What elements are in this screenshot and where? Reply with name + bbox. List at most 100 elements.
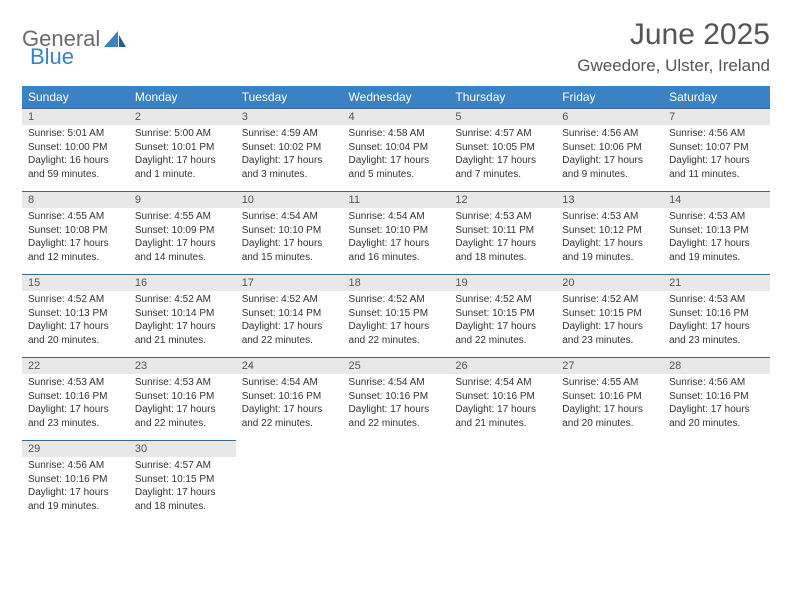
- daylight-line: Daylight: 17 hours and 23 minutes.: [28, 404, 109, 429]
- logo-line2: Blue: [30, 44, 74, 70]
- day-content-cell: Sunrise: 4:56 AM Sunset: 10:07 PM Daylight…: [663, 125, 770, 192]
- daylight-line: Daylight: 17 hours and 21 minutes.: [455, 404, 536, 429]
- sunset-line: Sunset: 10:07 PM: [669, 142, 749, 153]
- daylight-line: Daylight: 17 hours and 22 minutes.: [455, 321, 536, 346]
- day-number-row: 22232425262728: [22, 358, 770, 375]
- sunset-line: Sunset: 10:05 PM: [455, 142, 535, 153]
- sunrise-line: Sunrise: 4:53 AM: [28, 377, 104, 388]
- day-content-cell: Sunrise: 4:53 AMSunset: 10:11 PMDaylight…: [449, 208, 556, 275]
- sunrise-line: Sunrise: 4:59 AM: [242, 128, 318, 139]
- day-content-cell: Sunrise: 4:54 AM Sunset: 10:10 PM Daylight…: [236, 208, 343, 275]
- sunrise-line: Sunrise: 4:53 AM: [562, 211, 638, 222]
- sunrise-line: Sunrise: 4:57 AM: [455, 128, 531, 139]
- day-number-cell: 24: [236, 358, 343, 375]
- day-content-cell: Sunrise: 4:53 AMSunset: 10:16 PMDaylight…: [22, 374, 129, 441]
- sunrise-line: Sunrise: 4:54 AM: [242, 211, 318, 222]
- day-content-cell: Sunrise: 4:53 AMSunset: 10:16 PMDaylight…: [663, 291, 770, 358]
- day-content-cell: Sunrise: 4:52 AMSunset: 10:15 PMDaylight…: [343, 291, 450, 358]
- daylight-line: Daylight: 17 hours and 3 minutes.: [242, 155, 323, 180]
- day-number-cell: 6: [556, 109, 663, 126]
- day-content-cell: Sunrise: 4:56 AM Sunset: 10:16 PM Daylight…: [663, 374, 770, 441]
- sunrise-line: Sunrise: 4:54 AM: [349, 211, 425, 222]
- weekday-header: Saturday: [663, 86, 770, 109]
- day-content-row: Sunrise: 4:55 AMSunset: 10:08 PMDaylight…: [22, 208, 770, 275]
- daylight-line: Daylight: 17 hours and 22 minutes.: [242, 404, 323, 429]
- day-content-cell: [236, 457, 343, 523]
- daylight-line: Daylight: 17 hours and 20 minutes.: [28, 321, 109, 346]
- sunrise-line: Sunrise: 4:54 AM: [242, 377, 318, 388]
- sunset-line: Sunset: 10:15 PM: [455, 308, 535, 319]
- day-content-cell: Sunrise: 5:00 AM Sunset: 10:01 PM Daylight…: [129, 125, 236, 192]
- weekday-header: Tuesday: [236, 86, 343, 109]
- day-number-cell: 23: [129, 358, 236, 375]
- day-number-cell: 15: [22, 275, 129, 292]
- weekday-header: Friday: [556, 86, 663, 109]
- sunset-line: Sunset: 10:11 PM: [455, 225, 534, 236]
- sunrise-line: Sunrise: 4:55 AM: [135, 211, 211, 222]
- calendar-table: SundayMondayTuesdayWednesdayThursdayFrid…: [22, 86, 770, 523]
- day-content-cell: Sunrise: 5:01 AMSunset: 10:00 PMDaylight…: [22, 125, 129, 192]
- day-number-cell: 30: [129, 441, 236, 458]
- daylight-line: Daylight: 17 hours and 12 minutes.: [28, 238, 109, 263]
- sunrise-line: Sunrise: 4:52 AM: [135, 294, 211, 305]
- day-content-cell: Sunrise: 4:56 AMSunset: 10:16 PMDaylight…: [22, 457, 129, 523]
- sunset-line: Sunset: 10:00 PM: [28, 142, 108, 153]
- daylight-line: Daylight: 17 hours and 20 minutes.: [562, 404, 643, 429]
- weekday-header: Monday: [129, 86, 236, 109]
- daylight-line: Daylight: 16 hours and 59 minutes.: [28, 155, 109, 180]
- sunrise-line: Sunrise: 4:56 AM: [562, 128, 638, 139]
- day-number-cell: 12: [449, 192, 556, 209]
- day-number-cell: 27: [556, 358, 663, 375]
- daylight-line: Daylight: 17 hours and 1 minute.: [135, 155, 216, 180]
- day-number-cell: 13: [556, 192, 663, 209]
- title-block: June 2025 Gweedore, Ulster, Ireland: [577, 18, 770, 76]
- day-number-row: 2930: [22, 441, 770, 458]
- day-content-cell: Sunrise: 4:57 AMSunset: 10:05 PMDaylight…: [449, 125, 556, 192]
- sunrise-line: Sunrise: 4:53 AM: [455, 211, 531, 222]
- weekday-header-row: SundayMondayTuesdayWednesdayThursdayFrid…: [22, 86, 770, 109]
- day-content-cell: Sunrise: 4:54 AM Sunset: 10:16 PM Daylight…: [236, 374, 343, 441]
- sunset-line: Sunset: 10:12 PM: [562, 225, 642, 236]
- weekday-header: Thursday: [449, 86, 556, 109]
- sunset-line: Sunset: 10:02 PM: [242, 142, 322, 153]
- sunset-line: Sunset: 10:16 PM: [455, 391, 535, 402]
- daylight-line: Daylight: 17 hours and 16 minutes.: [349, 238, 430, 263]
- weekday-header: Wednesday: [343, 86, 450, 109]
- day-number-cell: 25: [343, 358, 450, 375]
- day-number-cell: 28: [663, 358, 770, 375]
- sunrise-line: Sunrise: 5:00 AM: [135, 128, 211, 139]
- day-content-cell: Sunrise: 4:52 AMSunset: 10:13 PMDaylight…: [22, 291, 129, 358]
- sunrise-line: Sunrise: 4:56 AM: [669, 128, 745, 139]
- day-number-cell: 14: [663, 192, 770, 209]
- sunset-line: Sunset: 10:15 PM: [349, 308, 429, 319]
- day-content-cell: Sunrise: 4:55 AMSunset: 10:09 PMDaylight…: [129, 208, 236, 275]
- day-content-cell: Sunrise: 4:54 AMSunset: 10:16 PMDaylight…: [343, 374, 450, 441]
- daylight-line: Daylight: 17 hours and 11 minutes.: [669, 155, 750, 180]
- day-content-cell: Sunrise: 4:54 AMSunset: 10:16 PMDaylight…: [449, 374, 556, 441]
- sunset-line: Sunset: 10:06 PM: [562, 142, 642, 153]
- day-content-row: Sunrise: 4:56 AMSunset: 10:16 PMDaylight…: [22, 457, 770, 523]
- sunset-line: Sunset: 10:16 PM: [669, 308, 749, 319]
- sunset-line: Sunset: 10:14 PM: [242, 308, 322, 319]
- page-title: June 2025: [577, 18, 770, 52]
- sunrise-line: Sunrise: 4:52 AM: [28, 294, 104, 305]
- sunrise-line: Sunrise: 4:52 AM: [455, 294, 531, 305]
- sunset-line: Sunset: 10:10 PM: [242, 225, 322, 236]
- sunrise-line: Sunrise: 4:56 AM: [28, 460, 104, 471]
- sunrise-line: Sunrise: 4:56 AM: [669, 377, 745, 388]
- day-content-cell: Sunrise: 4:58 AMSunset: 10:04 PMDaylight…: [343, 125, 450, 192]
- sunset-line: Sunset: 10:16 PM: [242, 391, 322, 402]
- day-number-cell: 17: [236, 275, 343, 292]
- daylight-line: Daylight: 17 hours and 14 minutes.: [135, 238, 216, 263]
- day-number-cell: 20: [556, 275, 663, 292]
- sunrise-line: Sunrise: 4:55 AM: [28, 211, 104, 222]
- day-content-cell: Sunrise: 4:55 AMSunset: 10:16 PMDaylight…: [556, 374, 663, 441]
- sunset-line: Sunset: 10:16 PM: [669, 391, 749, 402]
- sunset-line: Sunset: 10:01 PM: [135, 142, 215, 153]
- daylight-line: Daylight: 17 hours and 15 minutes.: [242, 238, 323, 263]
- sunset-line: Sunset: 10:15 PM: [562, 308, 642, 319]
- day-number-cell: 26: [449, 358, 556, 375]
- day-content-cell: Sunrise: 4:55 AMSunset: 10:08 PMDaylight…: [22, 208, 129, 275]
- daylight-line: Daylight: 17 hours and 20 minutes.: [669, 404, 750, 429]
- sunrise-line: Sunrise: 4:53 AM: [669, 211, 745, 222]
